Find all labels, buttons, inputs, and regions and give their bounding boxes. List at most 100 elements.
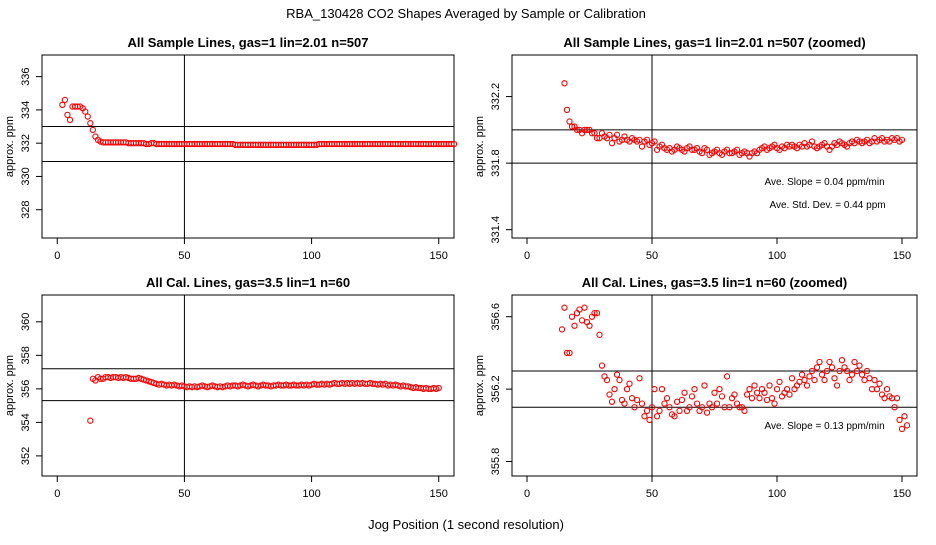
data-point <box>828 364 836 371</box>
data-point <box>798 371 806 378</box>
data-point <box>82 108 89 115</box>
y-tick-label: 331.4 <box>490 216 502 244</box>
data-point <box>831 375 838 382</box>
data-point <box>746 385 753 393</box>
data-point <box>598 362 606 369</box>
data-point <box>813 364 821 371</box>
data-point <box>741 407 748 414</box>
data-point <box>896 416 903 424</box>
data-point <box>698 404 706 411</box>
data-point <box>636 375 643 382</box>
data-point <box>87 120 94 127</box>
y-tick-label: 356.2 <box>490 375 502 403</box>
data-point <box>653 413 661 420</box>
data-point <box>756 395 763 402</box>
data-point <box>656 407 663 414</box>
data-point <box>803 382 811 389</box>
data-points <box>558 304 911 433</box>
data-point <box>613 371 621 378</box>
data-point <box>688 393 696 400</box>
data-point <box>733 146 741 153</box>
data-point <box>591 309 598 317</box>
data-point <box>608 398 616 405</box>
annotation-label: Ave. Std. Dev. = 0.44 ppm <box>770 200 886 211</box>
data-point <box>901 413 908 420</box>
data-point <box>861 376 868 384</box>
data-point <box>716 385 723 393</box>
data-point <box>596 331 603 338</box>
x-tick-label: 0 <box>54 488 60 500</box>
data-point <box>631 404 638 411</box>
data-point <box>676 407 683 414</box>
panels-group: All Sample Lines, gas=1 lin=2.01 n=507 0 5… <box>4 35 918 500</box>
y-tick-label: 332 <box>20 134 32 152</box>
y-tick-label: 332.2 <box>490 83 502 111</box>
x-tick-label: 100 <box>302 488 320 500</box>
data-point <box>643 407 651 414</box>
data-points <box>59 96 458 148</box>
data-point <box>84 113 91 120</box>
data-point <box>573 126 581 134</box>
y-tick-label: 360 <box>20 313 32 331</box>
data-point <box>651 385 658 393</box>
data-point <box>561 304 568 311</box>
data-point <box>708 404 716 411</box>
data-point <box>568 313 576 320</box>
data-point <box>731 391 738 398</box>
data-point <box>891 404 898 411</box>
data-point <box>736 404 743 411</box>
data-point <box>873 385 881 393</box>
y-axis-label: approx. ppm <box>474 355 486 416</box>
data-point <box>748 395 756 402</box>
data-point <box>801 376 808 384</box>
data-point <box>621 400 628 407</box>
x-tick-label: 50 <box>646 250 658 262</box>
data-point <box>673 398 681 405</box>
data-point <box>586 322 593 329</box>
data-point <box>783 385 791 393</box>
plot-frame <box>511 294 918 477</box>
data-point <box>863 367 871 375</box>
data-point <box>681 389 688 396</box>
data-point <box>773 385 781 393</box>
data-point <box>763 396 771 404</box>
data-point <box>583 126 591 134</box>
data-point <box>648 404 656 411</box>
y-tick-label: 356 <box>20 380 32 398</box>
data-point <box>868 385 876 393</box>
data-point <box>866 375 873 382</box>
data-point <box>593 135 601 142</box>
data-point <box>858 371 866 378</box>
x-tick-label: 100 <box>768 250 786 262</box>
data-point <box>623 385 631 393</box>
data-point <box>558 326 566 333</box>
data-point <box>836 367 843 375</box>
data-point <box>59 101 66 109</box>
data-point <box>568 123 576 130</box>
data-point <box>786 391 793 398</box>
data-point <box>588 130 596 137</box>
data-point <box>838 357 846 364</box>
y-tick-label: 355.8 <box>490 448 502 476</box>
y-axis-label: approx. ppm <box>474 116 486 177</box>
data-point <box>876 380 883 387</box>
data-point <box>566 118 573 125</box>
y-tick-label: 356.6 <box>490 303 502 331</box>
data-point <box>848 371 856 378</box>
data-point <box>691 385 698 393</box>
x-tick-label: 100 <box>768 488 786 500</box>
data-point <box>806 373 813 380</box>
data-point <box>591 130 598 137</box>
data-point <box>450 140 458 148</box>
data-point <box>821 376 828 384</box>
y-tick-label: 358 <box>20 346 32 364</box>
plot-frame <box>511 54 918 239</box>
data-point <box>816 358 823 366</box>
data-point <box>578 317 586 324</box>
panel-4: All Cal. Lines, gas=3.5 lin=1 n=60 (zoom… <box>474 275 918 500</box>
data-point <box>808 367 816 375</box>
data-point <box>766 382 773 389</box>
data-point <box>751 382 758 389</box>
